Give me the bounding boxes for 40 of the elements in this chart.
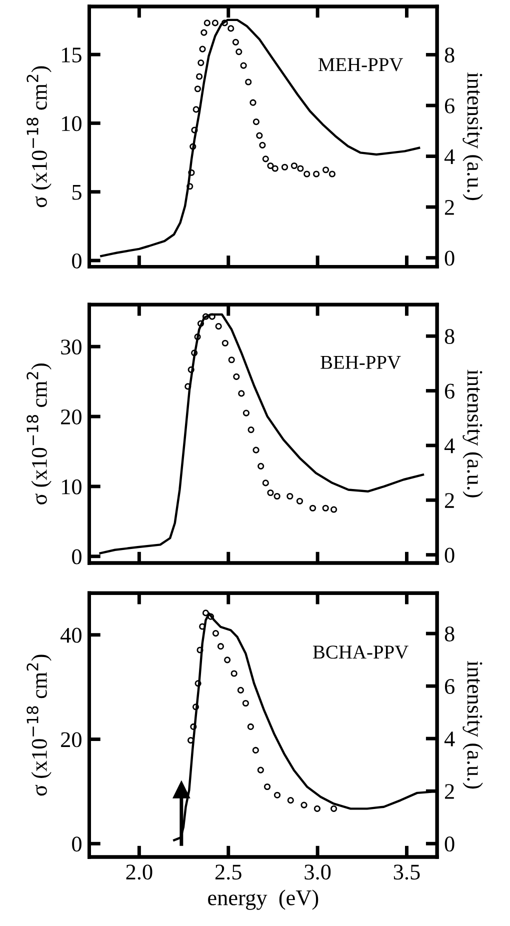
y-axis-title: σ (x10$^{−18}$ cm$^{2}$): [26, 66, 52, 208]
y-tick-label: 40: [60, 628, 82, 643]
y2-tick-label: 2: [444, 493, 454, 508]
y-tick-label: 15: [62, 48, 82, 62]
y-tick-label: 0: [72, 836, 82, 852]
y2-tick-label: 8: [444, 626, 454, 642]
x-tick-label: 2.0: [126, 864, 152, 880]
y-tick-label: 20: [61, 409, 82, 424]
x-tick-label: 3.5: [394, 864, 420, 880]
y-tick-label: 20: [61, 732, 82, 748]
y2-tick-label: 6: [444, 679, 454, 694]
y2-tick-label: 8: [444, 48, 454, 63]
y-tick-label: 10: [62, 116, 82, 132]
y-tick-label: 5: [72, 185, 82, 200]
text: BEH-PPV: [320, 356, 401, 370]
y2-tick-label: 2: [444, 784, 454, 799]
y-tick-label: 0: [72, 253, 82, 268]
y2-tick-label: 4: [444, 732, 455, 746]
text: MEH-PPV: [318, 58, 404, 72]
y-axis-title: σ (x10$^{−18}$ cm$^{2}$): [26, 654, 52, 796]
y2-tick-label: 6: [444, 98, 454, 114]
y-tick-label: 10: [62, 479, 82, 494]
y2-tick-label: 0: [444, 548, 454, 563]
text: BCHA-PPV: [313, 646, 408, 659]
y2-tick-label: 4: [444, 149, 455, 164]
x-axis-title: energy (eV): [208, 890, 318, 910]
y2-tick-label: 0: [444, 836, 454, 852]
y-tick-label: 0: [72, 549, 82, 564]
y2-axis-title: intensity (a.u.): [462, 370, 483, 498]
y2-tick-label: 2: [444, 200, 454, 215]
y2-axis-title: intensity (a.u.): [462, 72, 483, 200]
y2-tick-label: 8: [444, 329, 454, 344]
x-tick-label: 2.5: [215, 864, 242, 880]
y2-tick-label: 0: [444, 250, 454, 266]
y-axis-title: σ (x10$^{−18}$ cm$^{2}$): [26, 364, 52, 504]
y-tick-label: 30: [61, 340, 82, 355]
y2-tick-label: 6: [444, 384, 454, 399]
x-tick-label: 3.0: [304, 864, 331, 880]
y2-axis-title: intensity (a.u.): [462, 661, 483, 789]
y2-tick-label: 4: [444, 438, 455, 454]
